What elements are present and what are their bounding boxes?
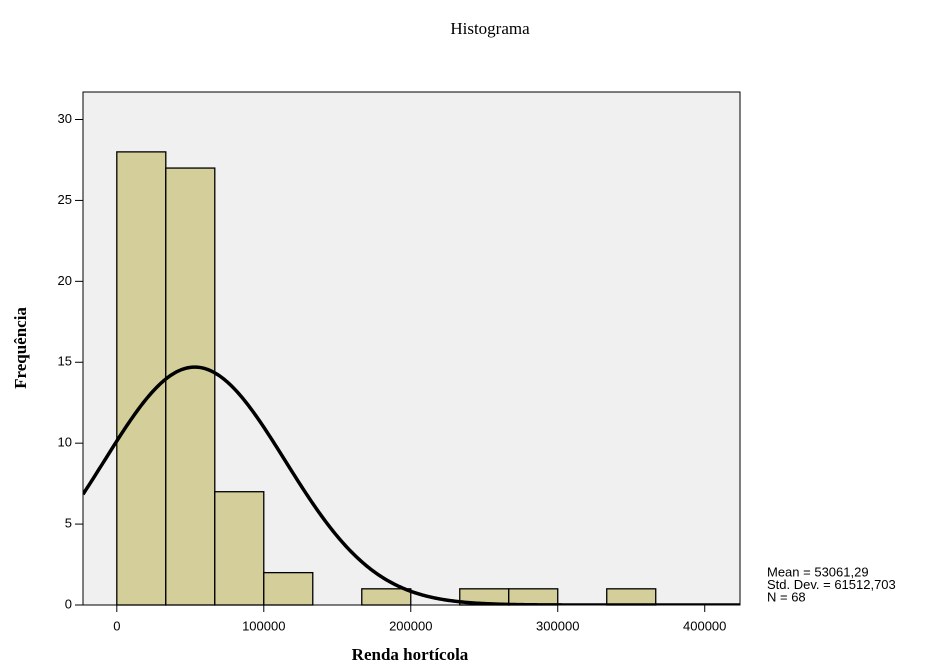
normal-curve xyxy=(83,365,740,605)
x-tick-label: 0 xyxy=(113,618,120,633)
y-tick-label: 20 xyxy=(58,273,72,288)
x-tick-label: 300000 xyxy=(536,618,579,633)
y-tick-label: 0 xyxy=(65,596,72,611)
bar xyxy=(263,571,314,606)
bar xyxy=(606,588,657,606)
x-tick-label: 400000 xyxy=(683,618,726,633)
y-axis-label: Frequência xyxy=(11,307,30,389)
bar xyxy=(361,588,412,606)
x-tick-label: 100000 xyxy=(242,618,285,633)
x-tick-label: 200000 xyxy=(389,618,432,633)
bar xyxy=(508,588,559,606)
y-tick-label: 10 xyxy=(58,435,72,450)
bar xyxy=(214,491,265,606)
stats-label: Mean = 53061,29 xyxy=(767,564,869,579)
x-axis-label: Renda hortícola xyxy=(352,645,469,664)
stats-label: N = 68 xyxy=(767,589,806,604)
y-tick-label: 30 xyxy=(58,111,72,126)
y-tick-label: 15 xyxy=(58,354,72,369)
y-tick-label: 5 xyxy=(65,516,72,531)
chart-title: Histograma xyxy=(450,19,530,38)
stats-label: Std. Dev. = 61512,703 xyxy=(767,577,896,592)
bar xyxy=(116,151,167,606)
bar xyxy=(165,167,216,606)
y-tick-label: 25 xyxy=(58,192,72,207)
